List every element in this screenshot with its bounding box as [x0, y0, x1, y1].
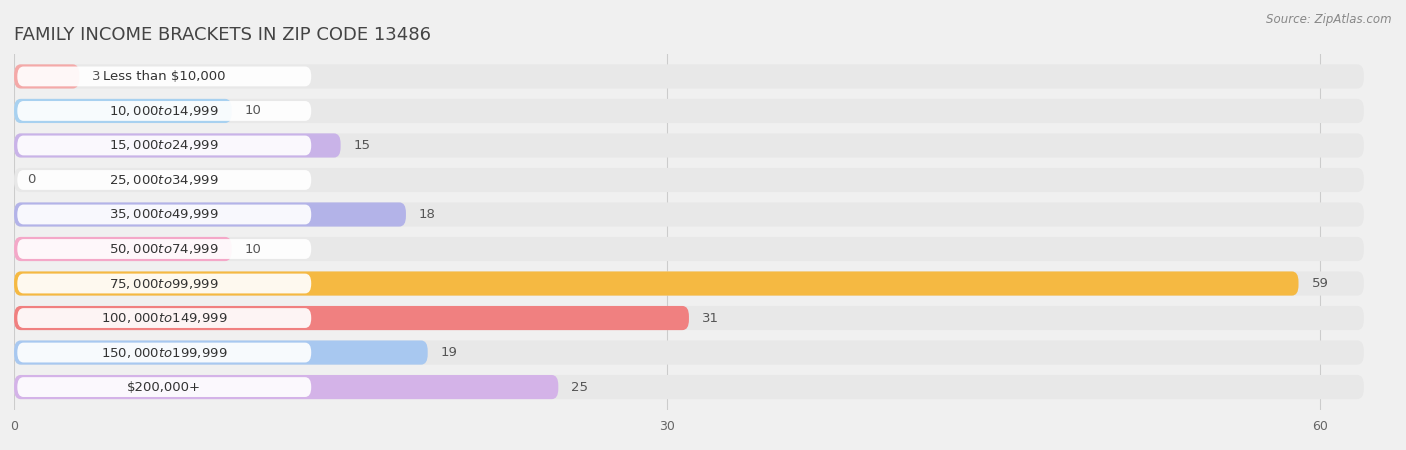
Text: 31: 31 — [702, 311, 718, 324]
FancyBboxPatch shape — [14, 306, 1364, 330]
FancyBboxPatch shape — [14, 202, 1364, 226]
Text: 0: 0 — [27, 174, 35, 186]
FancyBboxPatch shape — [14, 341, 1364, 364]
FancyBboxPatch shape — [14, 271, 1299, 296]
Text: $50,000 to $74,999: $50,000 to $74,999 — [110, 242, 219, 256]
FancyBboxPatch shape — [14, 99, 1364, 123]
Text: Source: ZipAtlas.com: Source: ZipAtlas.com — [1267, 14, 1392, 27]
FancyBboxPatch shape — [14, 99, 232, 123]
Text: $150,000 to $199,999: $150,000 to $199,999 — [101, 346, 228, 360]
Text: $35,000 to $49,999: $35,000 to $49,999 — [110, 207, 219, 221]
Text: $25,000 to $34,999: $25,000 to $34,999 — [110, 173, 219, 187]
Text: 18: 18 — [419, 208, 436, 221]
FancyBboxPatch shape — [17, 205, 311, 225]
Text: $15,000 to $24,999: $15,000 to $24,999 — [110, 139, 219, 153]
FancyBboxPatch shape — [17, 101, 311, 121]
Text: 59: 59 — [1312, 277, 1329, 290]
Text: 3: 3 — [93, 70, 101, 83]
Text: $75,000 to $99,999: $75,000 to $99,999 — [110, 276, 219, 291]
FancyBboxPatch shape — [14, 271, 1364, 296]
FancyBboxPatch shape — [14, 375, 558, 399]
Text: $10,000 to $14,999: $10,000 to $14,999 — [110, 104, 219, 118]
FancyBboxPatch shape — [14, 133, 340, 158]
FancyBboxPatch shape — [14, 375, 1364, 399]
Text: $200,000+: $200,000+ — [128, 381, 201, 394]
Text: FAMILY INCOME BRACKETS IN ZIP CODE 13486: FAMILY INCOME BRACKETS IN ZIP CODE 13486 — [14, 26, 432, 44]
Text: 10: 10 — [245, 243, 262, 256]
FancyBboxPatch shape — [17, 308, 311, 328]
FancyBboxPatch shape — [14, 237, 1364, 261]
FancyBboxPatch shape — [14, 341, 427, 364]
FancyBboxPatch shape — [17, 342, 311, 362]
FancyBboxPatch shape — [17, 67, 311, 86]
Text: 25: 25 — [571, 381, 588, 394]
FancyBboxPatch shape — [14, 133, 1364, 158]
Text: 15: 15 — [354, 139, 371, 152]
Text: 19: 19 — [440, 346, 457, 359]
FancyBboxPatch shape — [17, 170, 311, 190]
FancyBboxPatch shape — [14, 168, 1364, 192]
Text: $100,000 to $149,999: $100,000 to $149,999 — [101, 311, 228, 325]
FancyBboxPatch shape — [14, 64, 1364, 89]
Text: 10: 10 — [245, 104, 262, 117]
FancyBboxPatch shape — [17, 377, 311, 397]
FancyBboxPatch shape — [14, 306, 689, 330]
FancyBboxPatch shape — [14, 237, 232, 261]
FancyBboxPatch shape — [17, 274, 311, 293]
FancyBboxPatch shape — [17, 239, 311, 259]
FancyBboxPatch shape — [14, 64, 79, 89]
FancyBboxPatch shape — [17, 135, 311, 155]
Text: Less than $10,000: Less than $10,000 — [103, 70, 225, 83]
FancyBboxPatch shape — [14, 202, 406, 226]
